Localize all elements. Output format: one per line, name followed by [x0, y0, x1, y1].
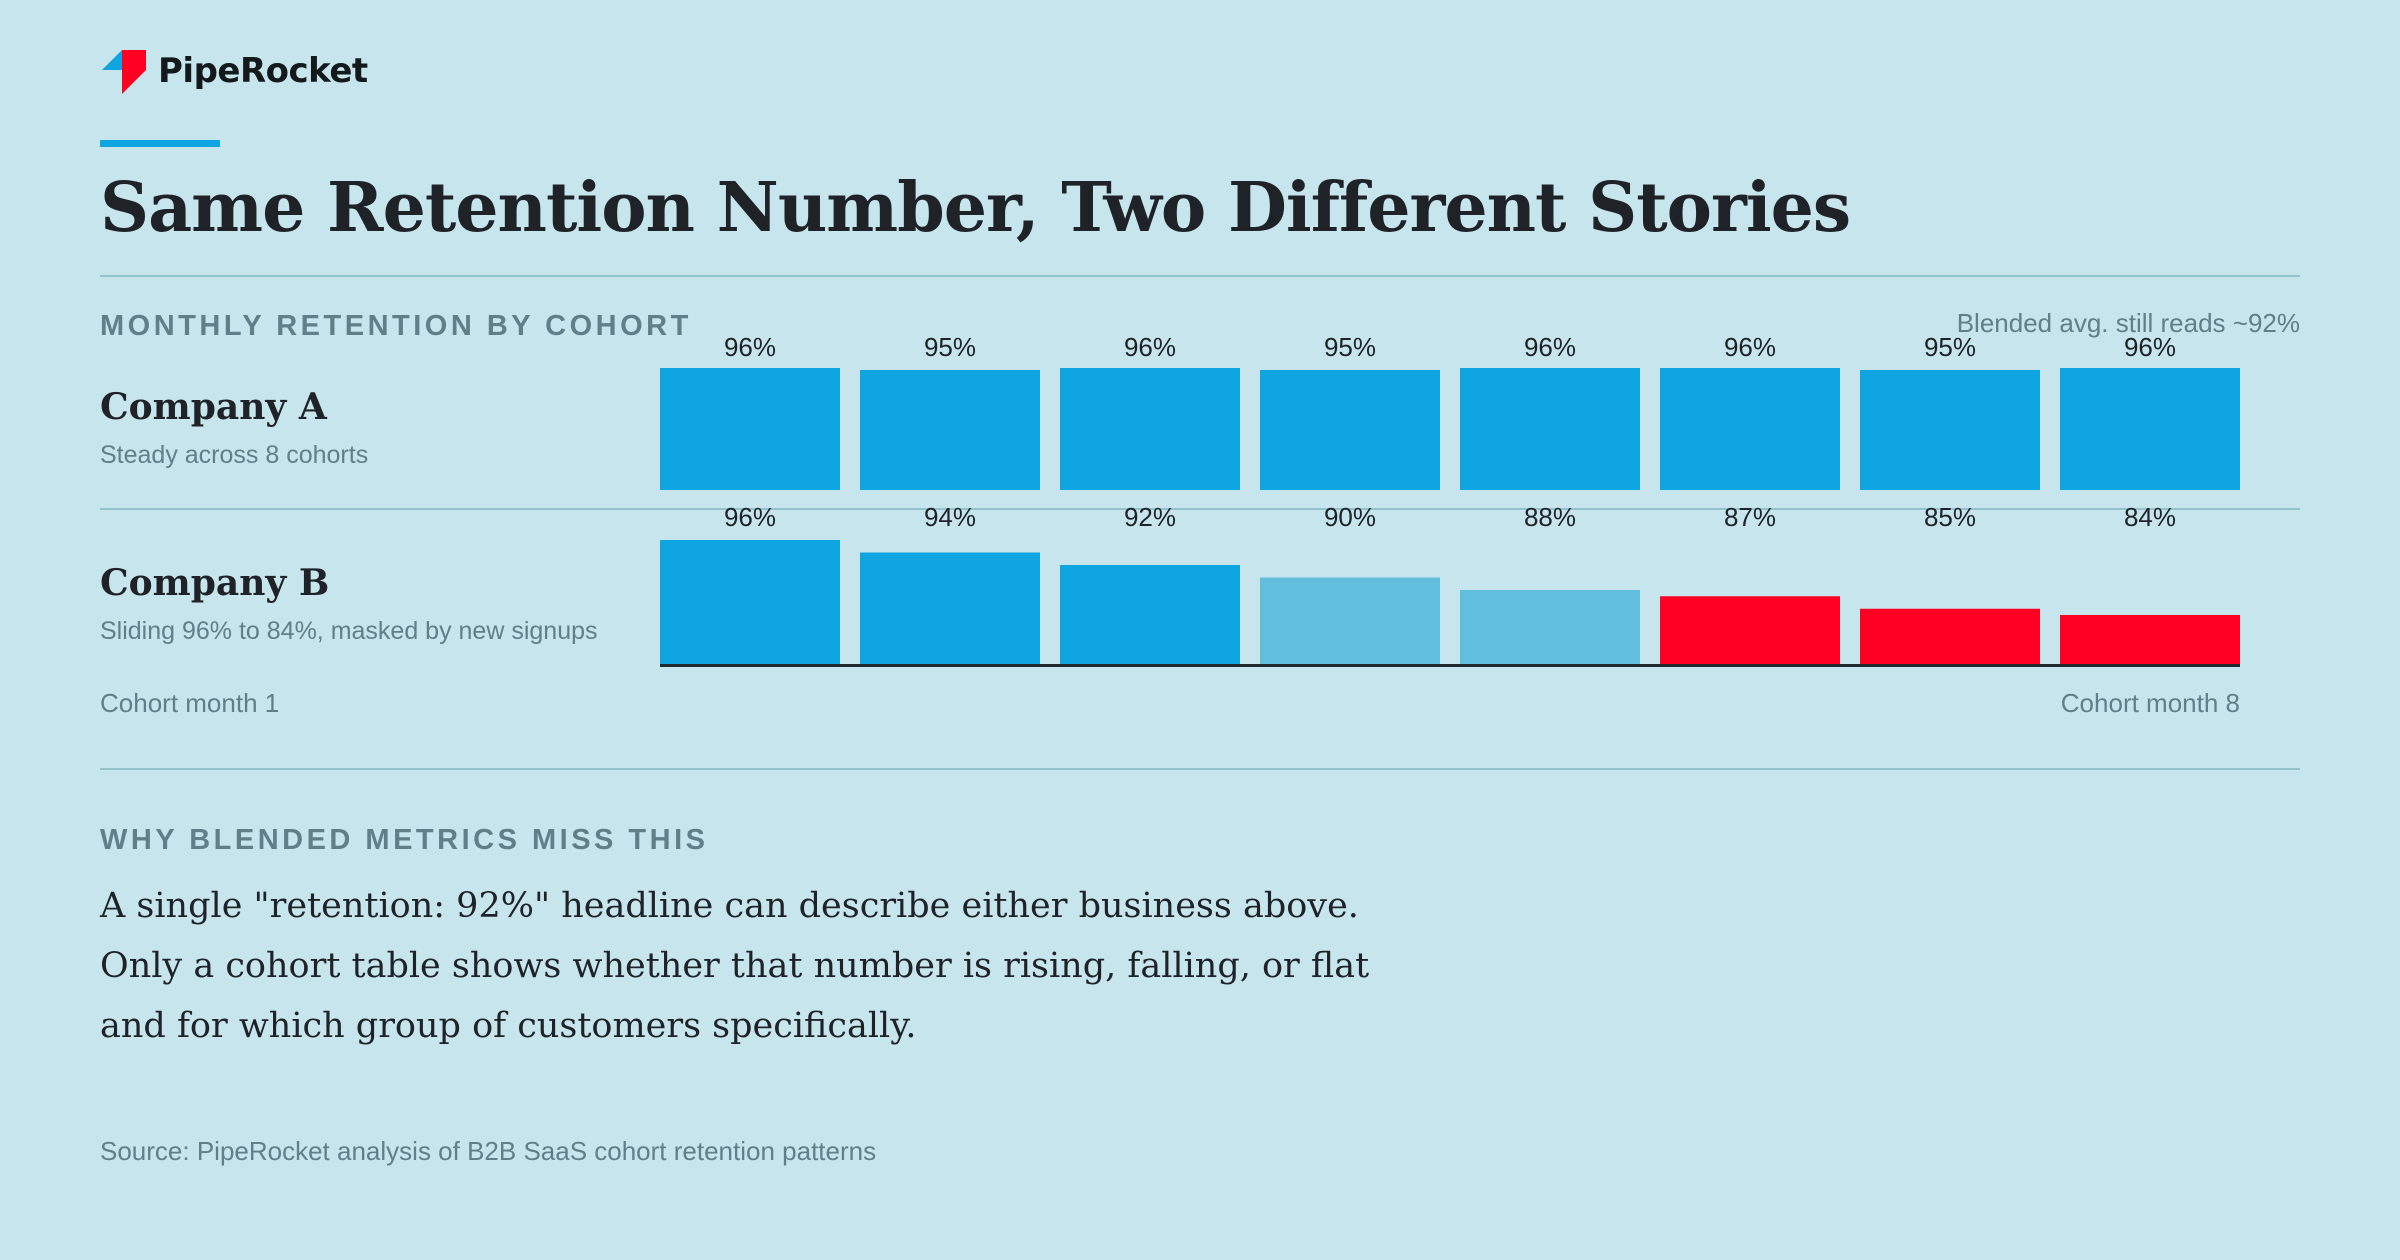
data-label-series-1-cohort-4: 95% — [1324, 332, 1376, 362]
bar-series-2-cohort-1 — [660, 540, 840, 665]
bar-series-1-cohort-5 — [1460, 368, 1640, 490]
data-label-series-2-cohort-8: 84% — [2124, 502, 2176, 532]
bar-series-1-cohort-4 — [1260, 370, 1440, 490]
section-divider — [100, 768, 2300, 770]
bar-series-1-cohort-1 — [660, 368, 840, 490]
brand-name: PipeRocket — [158, 51, 368, 91]
bar-series-2-cohort-6 — [1660, 596, 1840, 665]
data-label-series-2-cohort-2: 94% — [924, 502, 976, 532]
data-label-series-2-cohort-6: 87% — [1724, 502, 1776, 532]
bar-series-1-cohort-6 — [1660, 368, 1840, 490]
data-label-series-1-cohort-7: 95% — [1924, 332, 1976, 362]
data-label-series-2-cohort-3: 92% — [1124, 502, 1176, 532]
retention-bar-chart: 96% 95% 96% 95% 96% 96% 95% 96% 96% 94% 92% 90% 88% 8… — [660, 332, 2240, 667]
x-axis-end-label: Cohort month 8 — [2060, 688, 2240, 718]
bar-series-2-cohort-7 — [1860, 608, 2040, 665]
data-label-series-2-cohort-5: 88% — [1524, 502, 1576, 532]
brand: PipeRocket — [100, 48, 368, 94]
row-divider — [100, 508, 2300, 510]
bar-series-2-cohort-3 — [1060, 565, 1240, 665]
chart-baseline — [660, 664, 2240, 667]
bar-series-1-cohort-3 — [1060, 368, 1240, 490]
company-a-subtitle: Steady across 8 cohorts — [100, 441, 369, 469]
company-a-name: Company A — [100, 386, 327, 428]
data-label-series-2-cohort-4: 90% — [1324, 502, 1376, 532]
data-label-series-1-cohort-2: 95% — [924, 332, 976, 362]
bar-series-2-cohort-8 — [2060, 615, 2240, 665]
explainer-body: A single "retention: 92%" headline can d… — [100, 886, 1370, 1046]
data-label-series-2-cohort-7: 85% — [1924, 502, 1976, 532]
company-b-subtitle: Sliding 96% to 84%, masked by new signup… — [100, 617, 598, 645]
bar-series-1-cohort-2 — [860, 370, 1040, 490]
page-title: Same Retention Number, Two Different Sto… — [100, 168, 1851, 248]
blended-average-note: Blended avg. still reads ~92% — [1956, 308, 2300, 338]
data-label-series-2-cohort-1: 96% — [724, 502, 776, 532]
chart-section-label: MONTHLY RETENTION BY COHORT — [100, 310, 692, 342]
data-label-series-1-cohort-3: 96% — [1124, 332, 1176, 362]
bar-series-2-cohort-2 — [860, 552, 1040, 665]
bar-series-2-cohort-5 — [1460, 590, 1640, 665]
data-label-series-1-cohort-8: 96% — [2124, 332, 2176, 362]
x-axis-start-label: Cohort month 1 — [100, 688, 280, 718]
title-divider — [100, 275, 2300, 277]
bar-series-1-cohort-8 — [2060, 368, 2240, 490]
source-note: Source: PipeRocket analysis of B2B SaaS … — [100, 1136, 877, 1166]
data-label-series-1-cohort-6: 96% — [1724, 332, 1776, 362]
bar-series-1-cohort-7 — [1860, 370, 2040, 490]
series-1-bars: 96% 95% 96% 95% 96% 96% 95% 96% — [660, 332, 2240, 490]
data-label-series-1-cohort-1: 96% — [724, 332, 776, 362]
piperocket-logo-icon — [102, 50, 146, 94]
bar-series-2-cohort-4 — [1260, 577, 1440, 665]
title-accent-bar — [100, 140, 220, 147]
series-2-bars: 96% 94% 92% 90% 88% 87% 85% 84% — [660, 502, 2240, 665]
company-b-name: Company B — [100, 562, 330, 604]
explainer-label: WHY BLENDED METRICS MISS THIS — [100, 824, 709, 856]
data-label-series-1-cohort-5: 96% — [1524, 332, 1576, 362]
